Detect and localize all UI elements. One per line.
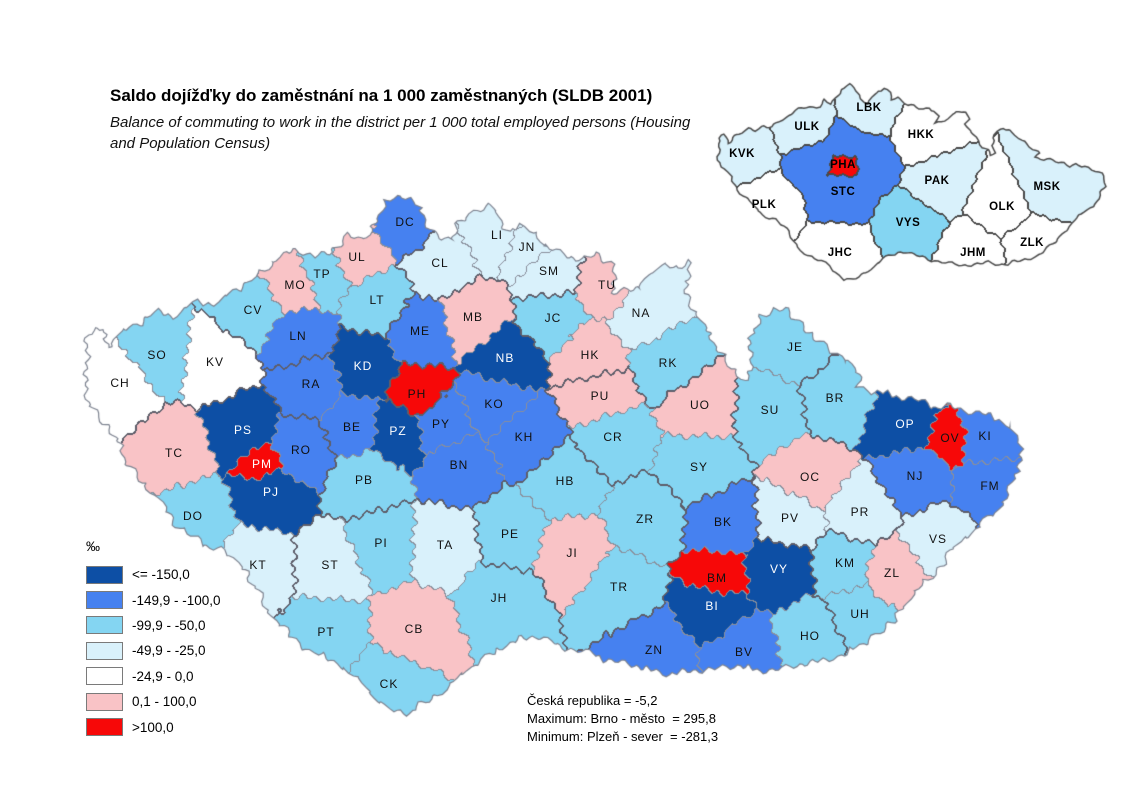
legend-item-label: <= -150,0: [132, 567, 190, 583]
stat-country: Česká republika = -5,2: [527, 693, 658, 708]
legend-swatch: [86, 692, 123, 711]
stat-maximum: Maximum: Brno - město = 295,8: [527, 710, 716, 726]
legend-item: 0,1 - 100,0: [86, 689, 221, 714]
page-title: Saldo dojížďky do zaměstnání na 1 000 za…: [110, 86, 653, 105]
legend-item: -99,9 - -50,0: [86, 613, 221, 638]
legend-item-label: >100,0: [132, 719, 174, 735]
legend-swatch: [86, 667, 123, 686]
legend-item-label: -99,9 - -50,0: [132, 617, 206, 633]
legend-item: -49,9 - -25,0: [86, 638, 221, 663]
legend-swatch: [86, 641, 123, 660]
page-subtitle: Balance of commuting to work in the dist…: [110, 114, 691, 153]
summary-stats: Česká republika = -5,2 Maximum: Brno - m…: [527, 692, 718, 746]
legend-swatch: [86, 565, 123, 584]
legend-item: -149,9 - -100,0: [86, 587, 221, 612]
legend-item-label: -24,9 - 0,0: [132, 668, 194, 684]
legend-item: -24,9 - 0,0: [86, 664, 221, 689]
legend-item-label: -149,9 - -100,0: [132, 592, 221, 608]
legend: ‰ <= -150,0 -149,9 - -100,0 -99,9 - -50,0 -…: [86, 538, 221, 740]
legend-swatch: [86, 616, 123, 635]
legend-item-label: -49,9 - -25,0: [132, 643, 206, 659]
legend-swatch: [86, 591, 123, 610]
legend-item: <= -150,0: [86, 562, 221, 587]
legend-item-label: 0,1 - 100,0: [132, 694, 197, 710]
legend-item: >100,0: [86, 714, 221, 739]
stat-minimum: Minimum: Plzeň - sever = -281,3: [527, 728, 719, 744]
legend-swatch: [86, 718, 123, 737]
legend-unit-permille: ‰: [86, 538, 100, 554]
legend-rows: <= -150,0 -149,9 - -100,0 -99,9 - -50,0 -49…: [86, 562, 221, 740]
